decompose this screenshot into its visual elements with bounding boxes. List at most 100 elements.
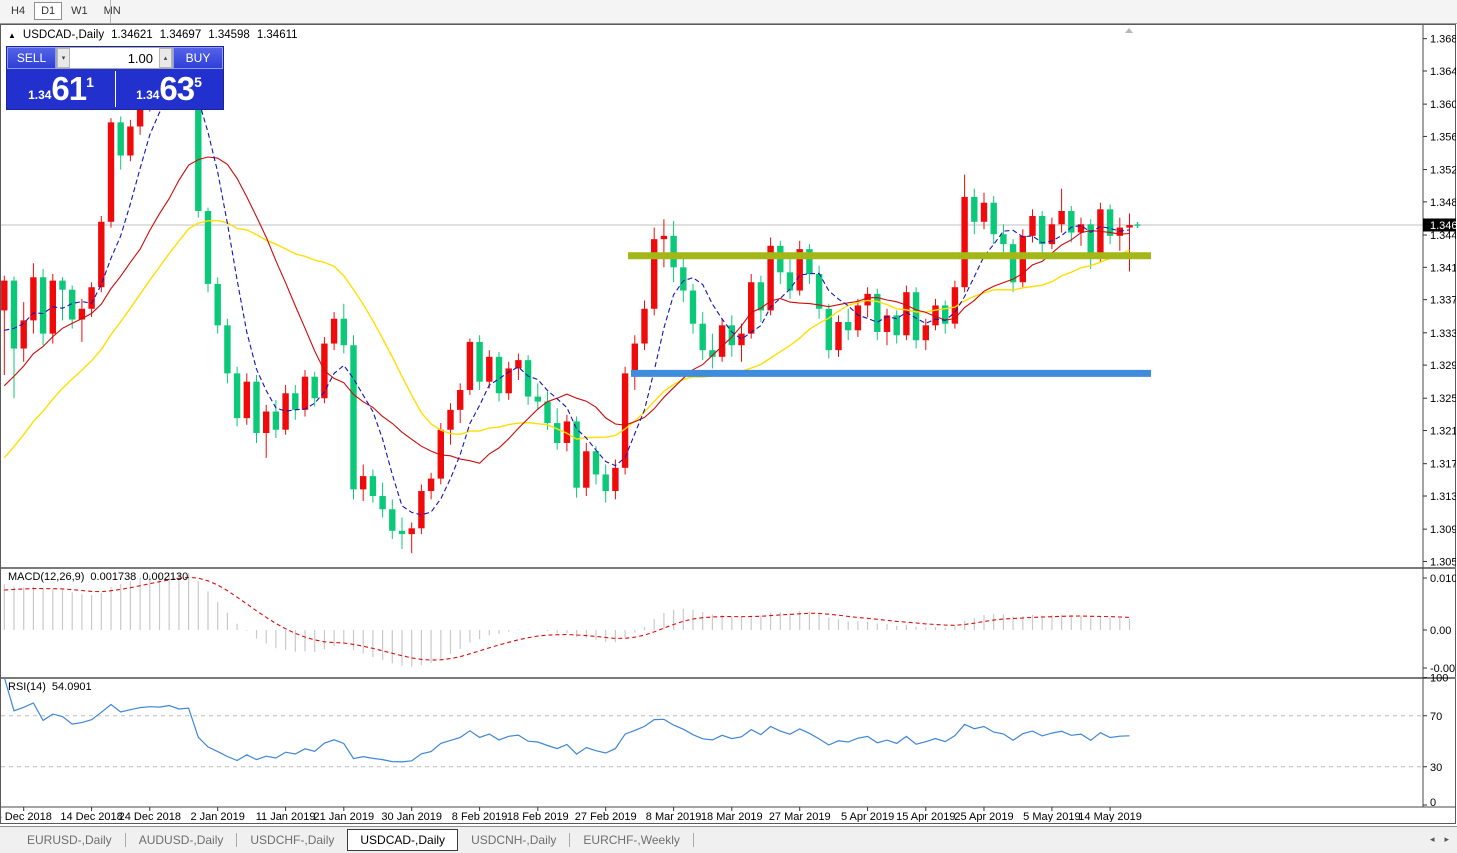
- candle-body: [1058, 210, 1065, 225]
- tab-mn[interactable]: MN: [103, 5, 121, 17]
- indicator-axes: 0.010225 0.00 -0.00747100 70 30 0: [1423, 573, 1456, 809]
- ask-price[interactable]: 1.34 63 5: [115, 69, 223, 109]
- collapse-panel-icon[interactable]: ▲: [8, 30, 16, 40]
- tab-audusd-daily[interactable]: AUDUSD-,Daily: [138, 833, 224, 847]
- tab-usdchf-daily[interactable]: USDCHF-,Daily: [250, 833, 335, 847]
- candle-body: [1087, 224, 1094, 258]
- candle-body: [330, 318, 338, 344]
- candle-body: [253, 381, 260, 434]
- candle-body: [437, 429, 444, 479]
- candle-body: [786, 272, 794, 291]
- candle-body: [69, 289, 76, 320]
- svg-text:24 Dec 2018: 24 Dec 2018: [119, 811, 181, 822]
- candle-body: [1068, 210, 1075, 233]
- candle-body: [845, 322, 852, 331]
- svg-text:1.34100: 1.34100: [1430, 262, 1456, 274]
- sell-button[interactable]: SELL: [7, 47, 56, 69]
- svg-text:1.33310: 1.33310: [1430, 328, 1456, 340]
- candle-body: [136, 97, 144, 127]
- svg-text:27 Mar 2019: 27 Mar 2019: [769, 811, 831, 822]
- svg-text:-0.00747: -0.00747: [1430, 663, 1456, 675]
- timeframe-toolbar: H4 D1 W1 MN: [0, 0, 1457, 24]
- svg-text:18 Mar 2019: 18 Mar 2019: [701, 811, 763, 822]
- rsi-value: 54.0901: [51, 681, 92, 693]
- candle-body: [1029, 215, 1036, 236]
- macd-value: 0.001738: [90, 571, 137, 583]
- bid-price[interactable]: 1.34 61 1: [7, 69, 115, 109]
- candle-body: [505, 368, 512, 394]
- candle-body: [651, 239, 658, 309]
- svg-text:1.32520: 1.32520: [1430, 393, 1456, 405]
- tab-eurchf-weekly[interactable]: EURCHF-,Weekly: [583, 833, 680, 847]
- timeframe-tabs: H4 D1 W1 MN: [4, 2, 128, 20]
- volume-increase-icon[interactable]: ▴: [159, 48, 172, 68]
- candle-body: [243, 381, 250, 419]
- svg-text:1.34490: 1.34490: [1430, 230, 1456, 242]
- ma-6: [4, 79, 1130, 516]
- svg-text:0.00: 0.00: [1430, 625, 1451, 637]
- chart-symbol: USDCAD-,Daily: [22, 29, 105, 41]
- price-chart[interactable]: 1.368601.364701.360701.356801.352801.348…: [1, 25, 1456, 822]
- svg-text:14 Dec 2018: 14 Dec 2018: [60, 811, 122, 822]
- tab-usdcad-daily[interactable]: USDCAD-,Daily: [347, 829, 459, 851]
- tab-d1[interactable]: D1: [34, 2, 63, 20]
- candle-body: [602, 474, 609, 492]
- svg-text:1.33710: 1.33710: [1430, 295, 1456, 307]
- scroll-left-icon[interactable]: ◂: [1429, 834, 1435, 844]
- tab-eurusd-daily[interactable]: EURUSD-,Daily: [27, 833, 112, 847]
- candle-body: [350, 345, 357, 490]
- volume-decrease-icon[interactable]: ▾: [57, 48, 70, 68]
- one-click-trading-panel: SELL ▾ 1.00 ▴ BUY 1.34 61 1 1.34 63 5: [6, 46, 224, 110]
- candle-body: [369, 476, 377, 497]
- tab-h4[interactable]: H4: [11, 5, 26, 17]
- tab-usdcnh-daily[interactable]: USDCNH-,Daily: [471, 833, 557, 847]
- svg-text:5 Dec 2018: 5 Dec 2018: [1, 811, 52, 822]
- svg-text:100: 100: [1430, 673, 1448, 685]
- candle-body: [980, 202, 988, 222]
- svg-text:70: 70: [1430, 711, 1442, 723]
- candle-body: [398, 530, 406, 535]
- candle-body: [1000, 234, 1007, 245]
- candle-body: [942, 305, 949, 324]
- volume-input[interactable]: 1.00: [70, 48, 159, 68]
- candle-body: [583, 451, 590, 488]
- candle-body: [854, 305, 862, 331]
- candle-body: [660, 235, 668, 240]
- candle-body: [214, 283, 221, 326]
- svg-text:25 Apr 2019: 25 Apr 2019: [954, 811, 1013, 822]
- candle-body: [563, 421, 571, 443]
- candle-body: [757, 282, 765, 311]
- candle-body: [990, 202, 997, 235]
- candle-body: [922, 325, 929, 341]
- chart-shift-marker[interactable]: [1125, 28, 1133, 33]
- svg-text:5 May 2019: 5 May 2019: [1023, 811, 1080, 822]
- macd-signal-value: 0.002130: [142, 571, 189, 583]
- buy-button[interactable]: BUY: [173, 47, 223, 69]
- tab-scroll-arrows: ◂ ▸: [1430, 834, 1449, 845]
- support-line[interactable]: [631, 369, 1151, 377]
- candle-body: [379, 496, 386, 510]
- ohlc-low: 1.34598: [208, 29, 250, 41]
- scroll-right-icon[interactable]: ▸: [1444, 834, 1449, 844]
- candle-body: [272, 411, 280, 430]
- ask-price-prefix: 1.34: [136, 88, 160, 102]
- candle-body: [961, 196, 968, 288]
- ma-14: [3, 156, 1130, 464]
- svg-text:1.35280: 1.35280: [1430, 165, 1456, 177]
- svg-text:18 Feb 2019: 18 Feb 2019: [507, 811, 569, 822]
- tab-w1[interactable]: W1: [71, 5, 88, 17]
- candle-body: [680, 267, 687, 291]
- symbol-tabs: EURUSD-,Daily AUDUSD-,Daily USDCHF-,Dail…: [14, 829, 694, 851]
- svg-text:27 Feb 2019: 27 Feb 2019: [575, 811, 637, 822]
- chart-window: 1.368601.364701.360701.356801.352801.348…: [0, 24, 1456, 824]
- candle-body: [1048, 224, 1056, 245]
- candle-body: [408, 528, 415, 535]
- macd-name: MACD(12,26,9): [8, 571, 85, 583]
- candle-body: [515, 360, 522, 369]
- sr-levels: [628, 252, 1151, 377]
- svg-text:1.30940: 1.30940: [1430, 524, 1456, 536]
- resistance-line[interactable]: [628, 252, 1151, 260]
- candle-body: [1077, 224, 1085, 233]
- candle-body: [554, 423, 561, 443]
- candle-body: [88, 287, 95, 309]
